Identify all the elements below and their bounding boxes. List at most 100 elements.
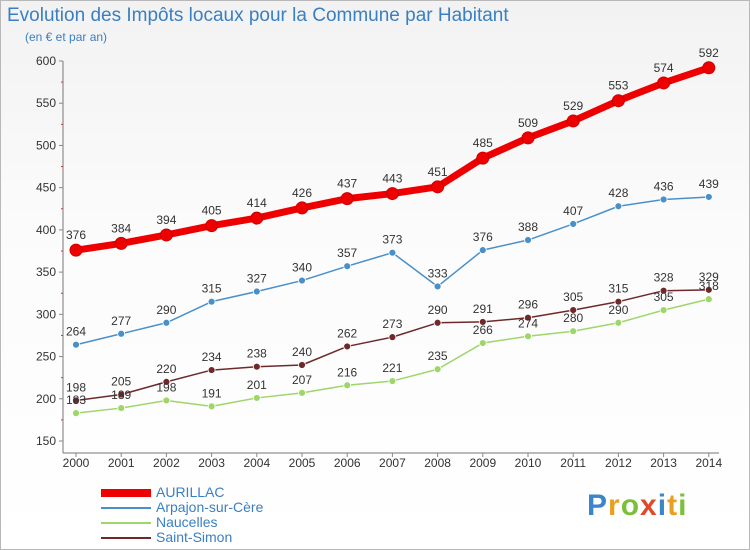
data-point-aurillac	[159, 228, 173, 242]
x-tick-label: 2005	[289, 456, 316, 470]
data-point-naucelles	[207, 402, 216, 411]
data-label-naucelles: 189	[111, 388, 131, 402]
x-tick-label: 2007	[379, 456, 406, 470]
x-tick-label: 2008	[424, 456, 451, 470]
data-label-naucelles: 191	[202, 386, 222, 400]
x-tick-label: 2009	[469, 456, 496, 470]
data-label-arpajon-sur-c-re: 315	[202, 282, 222, 296]
data-label-aurillac: 405	[202, 204, 222, 218]
data-point-saint-simon	[478, 318, 487, 326]
x-tick-label: 2013	[650, 456, 677, 470]
data-label-arpajon-sur-c-re: 340	[292, 261, 312, 275]
data-label-aurillac: 553	[608, 79, 628, 93]
data-label-aurillac: 509	[518, 116, 538, 130]
legend-label-naucelles: Naucelles	[156, 514, 218, 530]
data-point-aurillac	[385, 187, 399, 201]
data-point-aurillac	[521, 131, 535, 145]
y-tick-label: 150	[36, 434, 56, 448]
data-label-saint-simon: 273	[382, 317, 402, 331]
data-point-saint-simon	[298, 361, 306, 369]
x-tick-label: 2002	[153, 456, 180, 470]
data-point-aurillac	[69, 243, 83, 257]
data-label-saint-simon: 305	[563, 290, 583, 304]
x-tick-label: 2012	[605, 456, 632, 470]
data-point-aurillac	[114, 236, 128, 250]
data-point-naucelles	[72, 409, 80, 418]
data-point-naucelles	[252, 394, 261, 402]
data-point-arpajon-sur-c-re	[433, 282, 442, 291]
data-label-aurillac: 592	[699, 46, 719, 60]
y-tick-label: 600	[36, 54, 56, 68]
data-point-arpajon-sur-c-re	[252, 287, 261, 296]
data-label-arpajon-sur-c-re: 333	[428, 266, 448, 280]
data-labels: 264 277 290 315 327 340 357 373 333 376 388 407 428 4…	[66, 46, 719, 407]
data-point-arpajon-sur-c-re	[478, 246, 487, 255]
data-label-aurillac: 376	[66, 228, 86, 242]
data-label-arpajon-sur-c-re: 436	[654, 179, 674, 193]
data-label-naucelles: 201	[247, 378, 267, 392]
data-point-naucelles	[298, 388, 306, 397]
data-label-saint-simon: 238	[247, 347, 267, 361]
data-label-arpajon-sur-c-re: 327	[247, 272, 267, 286]
data-label-arpajon-sur-c-re: 376	[473, 230, 493, 244]
data-point-arpajon-sur-c-re	[659, 195, 668, 204]
data-label-arpajon-sur-c-re: 428	[608, 186, 628, 200]
y-tick-label: 500	[36, 138, 56, 152]
data-label-aurillac: 451	[428, 165, 448, 179]
y-tick-label: 300	[36, 307, 56, 321]
axes: 150 200 250 300 350 400 450 500 550 600 2000 2001 20…	[36, 54, 723, 470]
data-label-saint-simon: 290	[428, 303, 448, 317]
data-point-aurillac	[476, 151, 490, 165]
data-point-saint-simon	[433, 318, 442, 327]
y-tick-label: 200	[36, 392, 56, 406]
data-label-saint-simon: 234	[202, 350, 222, 364]
y-tick-label: 250	[36, 350, 56, 364]
chart-title: Evolution des Impôts locaux pour la Comm…	[7, 5, 509, 26]
data-label-naucelles: 274	[518, 316, 538, 330]
data-label-naucelles: 198	[156, 380, 176, 394]
data-point-aurillac	[657, 76, 671, 90]
data-label-saint-simon: 291	[473, 302, 493, 316]
data-point-saint-simon	[614, 297, 623, 306]
legend-label-saint-simon: Saint-Simon	[156, 529, 233, 545]
data-label-arpajon-sur-c-re: 277	[111, 314, 131, 328]
data-point-arpajon-sur-c-re	[298, 276, 306, 285]
legend-label-arpajon-sur-c-re: Arpajon-sur-Cère	[156, 499, 264, 515]
data-label-naucelles: 235	[428, 349, 448, 363]
data-label-aurillac: 437	[337, 177, 357, 191]
data-label-aurillac: 443	[382, 172, 402, 186]
data-label-aurillac: 394	[156, 213, 176, 227]
data-label-aurillac: 485	[473, 136, 493, 150]
data-label-naucelles: 266	[473, 323, 493, 337]
legend	[101, 489, 151, 539]
data-label-naucelles: 216	[337, 365, 357, 379]
data-point-saint-simon	[704, 285, 713, 294]
data-label-arpajon-sur-c-re: 357	[337, 246, 357, 260]
data-point-aurillac	[611, 94, 625, 108]
data-point-saint-simon	[252, 362, 261, 371]
proxiti-logo: Proxiti	[587, 489, 688, 522]
y-tick-label: 550	[36, 96, 56, 110]
x-tick-label: 2000	[63, 456, 90, 470]
data-label-arpajon-sur-c-re: 290	[156, 303, 176, 317]
data-point-saint-simon	[343, 342, 352, 351]
y-tick-label: 450	[36, 181, 56, 195]
data-point-saint-simon	[569, 306, 578, 315]
data-point-saint-simon	[162, 377, 171, 386]
data-point-naucelles	[433, 365, 442, 374]
x-tick-label: 2006	[334, 456, 361, 470]
data-label-naucelles: 183	[66, 393, 86, 407]
data-label-saint-simon: 220	[156, 362, 176, 376]
data-label-arpajon-sur-c-re: 388	[518, 220, 538, 234]
data-point-naucelles	[388, 377, 397, 385]
data-point-saint-simon	[388, 333, 397, 342]
data-label-aurillac: 574	[654, 61, 674, 75]
data-label-naucelles: 221	[382, 361, 402, 375]
data-point-naucelles	[704, 295, 713, 304]
data-point-aurillac	[205, 219, 219, 233]
data-label-saint-simon: 240	[292, 345, 312, 359]
data-point-arpajon-sur-c-re	[72, 340, 80, 349]
data-label-saint-simon: 328	[654, 271, 674, 285]
x-tick-label: 2010	[515, 456, 542, 470]
